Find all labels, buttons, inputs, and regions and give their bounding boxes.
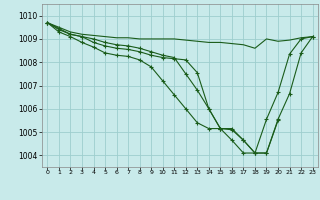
Text: Graphe pression niveau de la mer (hPa): Graphe pression niveau de la mer (hPa) (65, 188, 255, 197)
